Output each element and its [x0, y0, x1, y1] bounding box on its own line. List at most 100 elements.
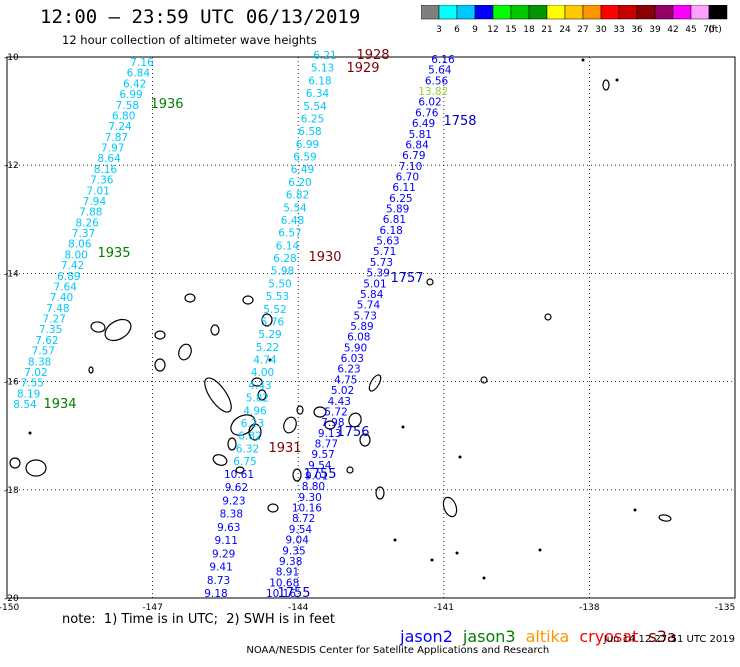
wave-height-label: 4.74 — [253, 355, 277, 367]
pass-time-label: 1756 — [336, 425, 369, 440]
island-outline — [210, 324, 220, 336]
island-outline — [368, 374, 382, 392]
island-outline — [212, 454, 228, 466]
wave-height-label: 6.48 — [281, 215, 304, 227]
wave-height-label: 6.34 — [306, 88, 330, 100]
legend-jason2: jason2 — [400, 627, 453, 646]
wave-height-label: 5.73 — [370, 257, 393, 269]
wave-height-label: 9.13 — [318, 428, 341, 440]
legend-cryosat: cryosat — [579, 627, 639, 646]
wave-height-label: 6.82 — [238, 431, 261, 443]
wave-height-label: 6.23 — [337, 364, 360, 376]
colorbar-label: 27 — [577, 25, 588, 35]
wave-height-label: 9.54 — [289, 524, 313, 536]
island-outline — [88, 366, 94, 374]
wave-height-label: 9.18 — [204, 588, 227, 600]
wave-height-label: 10.61 — [224, 469, 254, 481]
note-text: note: 1) Time is in UTC; 2) SWH is in fe… — [62, 612, 335, 627]
island-outline — [242, 295, 254, 305]
wave-height-label: 7.58 — [116, 100, 139, 112]
lat-tick-label: -16 — [4, 378, 19, 388]
island-outline — [154, 358, 166, 372]
legend-s3a: s3a — [648, 627, 677, 646]
wave-height-label: 6.70 — [396, 171, 419, 183]
island-outline — [9, 457, 21, 469]
wave-height-label: 9.01 — [305, 471, 328, 483]
wave-height-label: 7.55 — [21, 378, 44, 390]
wave-height-label: 6.02 — [418, 97, 441, 109]
wave-height-label: 6.81 — [383, 214, 406, 226]
islet-dot — [538, 548, 542, 552]
legend-jason3: jason3 — [462, 627, 516, 646]
island-outline — [267, 503, 279, 513]
pass-time-label: 1758 — [443, 114, 476, 129]
island-outline — [248, 423, 262, 441]
colorbar-label: 24 — [559, 25, 571, 35]
wave-height-label: 5.74 — [357, 300, 381, 312]
wave-height-label: 4.43 — [328, 396, 351, 408]
wave-height-label: 7.24 — [108, 121, 132, 133]
colorbar: 3 6 9 12 15 18 21 24 27 30 33 36 39 42 45 70(ft) — [421, 5, 728, 35]
wave-height-label: 5.53 — [266, 291, 289, 303]
island-outline — [154, 330, 166, 340]
wave-height-label: 5.84 — [360, 289, 384, 301]
wave-height-label: 6.11 — [392, 182, 415, 194]
wave-height-label: 5.29 — [258, 329, 281, 341]
island-outline — [184, 293, 196, 303]
island-outline — [204, 377, 232, 413]
wave-height-label: 5.89 — [350, 321, 373, 333]
island-outline — [227, 437, 237, 451]
wave-height-label: 8.91 — [276, 567, 299, 579]
wave-height-label: 8.16 — [94, 164, 118, 176]
colorbar-label: 42 — [667, 25, 678, 35]
wave-height-label: 5.72 — [324, 406, 347, 418]
wave-height-label: 9.30 — [298, 492, 321, 504]
island-outline — [544, 313, 552, 321]
wave-height-label: 6.99 — [119, 89, 142, 101]
wave-height-label: 6.25 — [389, 193, 412, 205]
colorbar-label: 36 — [631, 25, 643, 35]
wave-height-label: 6.32 — [236, 443, 259, 455]
wave-height-map: -10 -12 -14 -16 -18 -20-150 -147 -144 -141 -138 -1… — [0, 48, 736, 613]
wave-height-label: 5.89 — [386, 204, 409, 216]
wave-height-label: 13.82 — [418, 86, 448, 98]
islet-dot — [482, 576, 486, 580]
island-outline — [257, 389, 267, 401]
wave-height-label: 10.16 — [292, 503, 322, 515]
wave-height-label: 5.64 — [428, 65, 452, 77]
wave-height-label: 5.13 — [311, 63, 334, 75]
wave-height-label: 7.16 — [130, 57, 154, 69]
footer: NOAA/NESDIS Center for Satellite Applica… — [240, 634, 735, 667]
island-outline — [442, 496, 458, 518]
wave-height-label: 9.57 — [311, 449, 334, 461]
wave-height-label: 8.19 — [17, 388, 40, 400]
wave-height-label: 6.79 — [402, 150, 425, 162]
wave-height-label: 6.84 — [405, 139, 429, 151]
wave-height-label: 6.28 — [273, 253, 296, 265]
wave-height-label: 7.37 — [72, 228, 95, 240]
wave-height-label: 9.04 — [286, 535, 310, 547]
chart-subtitle: 12 hour collection of altimeter wave hei… — [62, 33, 317, 47]
lat-tick-label: -10 — [4, 53, 19, 63]
islet-dot — [393, 538, 397, 542]
colorbar-label: 39 — [649, 25, 661, 35]
wave-height-label: 6.59 — [293, 152, 316, 164]
wave-height-label: 6.89 — [57, 271, 80, 283]
wave-height-label: 5.71 — [373, 246, 396, 258]
islet-dot — [581, 58, 585, 62]
wave-height-label: 7.27 — [43, 314, 66, 326]
wave-height-label: 9.62 — [225, 482, 248, 494]
colorbar-label: 3 — [436, 25, 442, 35]
wave-height-label: 9.11 — [215, 535, 238, 547]
lon-tick-label: -138 — [579, 603, 600, 613]
lat-tick-label: -18 — [4, 486, 19, 496]
wave-height-label: 8.38 — [28, 356, 51, 368]
wave-height-label: 5.81 — [409, 129, 432, 141]
wave-height-label: 8.06 — [68, 239, 92, 251]
wave-height-label: 7.02 — [24, 367, 47, 379]
island-outline — [283, 416, 297, 434]
island-outline — [230, 414, 256, 436]
colorbar-label: 6 — [454, 25, 460, 35]
wave-height-label: 6.58 — [298, 126, 321, 138]
wave-height-label: 9.35 — [282, 545, 305, 557]
